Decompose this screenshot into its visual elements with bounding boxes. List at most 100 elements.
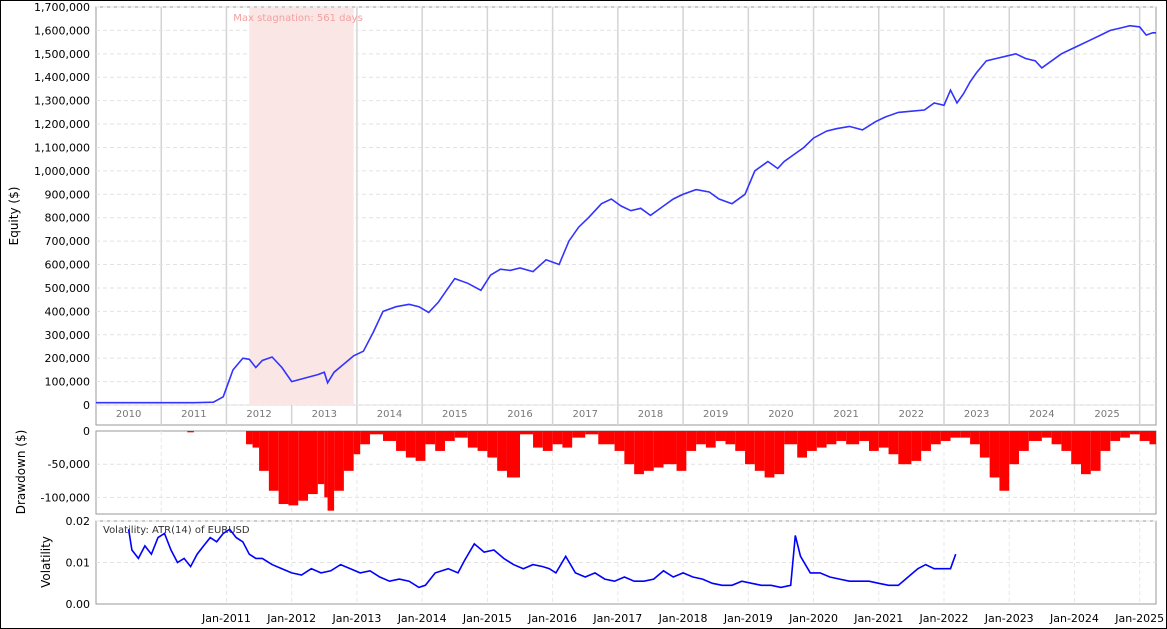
drawdown-bar	[1028, 431, 1042, 441]
equity-y-tick-label: 1,300,000	[34, 95, 90, 108]
drawdown-bar	[859, 431, 869, 441]
drawdown-bar	[930, 431, 941, 445]
drawdown-bar	[836, 431, 847, 441]
drawdown-bar	[454, 431, 468, 438]
drawdown-bar	[308, 431, 318, 495]
drawdown-y-tick-label: 0	[83, 425, 90, 438]
drawdown-bar	[360, 431, 370, 445]
volatility-y-ticks: 0.00 0.01 0.02	[66, 515, 91, 611]
year-label: 2022	[899, 409, 924, 420]
equity-y-tick-label: 800,000	[45, 212, 91, 225]
x-tick-label: Jan-2023	[984, 612, 1034, 625]
drawdown-bar	[598, 431, 615, 445]
drawdown-bar	[259, 431, 269, 471]
drawdown-bar	[1041, 431, 1052, 438]
drawdown-bar	[676, 431, 687, 471]
drawdown-bar	[1100, 431, 1111, 451]
max-stagnation-band	[249, 8, 354, 405]
year-label: 2011	[181, 409, 206, 420]
drawdown-bar	[725, 431, 736, 445]
drawdown-bar	[797, 431, 808, 458]
drawdown-bar	[327, 431, 335, 511]
year-label: 2025	[1094, 409, 1119, 420]
drawdown-bar	[278, 431, 289, 505]
drawdown-bar	[888, 431, 899, 455]
year-label: 2012	[246, 409, 271, 420]
drawdown-y-tick-label: -50,000	[48, 458, 90, 471]
drawdown-bar	[979, 431, 990, 458]
x-tick-label: Jan-2020	[788, 612, 838, 625]
drawdown-bar	[1019, 431, 1029, 451]
drawdown-bar	[435, 431, 445, 451]
equity-y-tick-label: 500,000	[45, 282, 91, 295]
drawdown-bar	[187, 431, 194, 433]
drawdown-bar	[1120, 431, 1130, 438]
volatility-y-tick-label: 0.02	[66, 515, 91, 528]
equity-y-tick-label: 1,200,000	[34, 118, 90, 131]
drawdown-bar	[520, 431, 534, 435]
volatility-line	[127, 528, 957, 589]
equity-y-tick-label: 600,000	[45, 259, 91, 272]
drawdown-bar	[1071, 431, 1081, 465]
drawdown-bar	[614, 431, 625, 451]
drawdown-bar	[497, 431, 507, 471]
drawdown-bar	[868, 431, 879, 451]
year-label: 2016	[507, 409, 532, 420]
drawdown-bar	[334, 431, 344, 491]
drawdown-bar	[542, 431, 553, 451]
drawdown-bar	[999, 431, 1010, 491]
year-label: 2015	[442, 409, 467, 420]
x-tick-label: Jan-2025	[1114, 612, 1164, 625]
drawdown-bar	[826, 431, 837, 445]
drawdown-y-ticks: 0 -50,000 -100,000	[41, 425, 90, 504]
drawdown-y-axis-title: Drawdown ($)	[14, 430, 28, 515]
drawdown-bar	[715, 431, 726, 441]
x-tick-label: Jan-2013	[331, 612, 381, 625]
drawdown-y-tick-label: -100,000	[41, 491, 90, 504]
year-label: 2013	[312, 409, 337, 420]
drawdown-bar	[663, 431, 677, 465]
equity-y-tick-label: 300,000	[45, 329, 91, 342]
drawdown-bar	[1090, 431, 1101, 471]
equity-y-tick-label: 200,000	[45, 352, 91, 365]
max-stagnation-label: Max stagnation: 561 days	[233, 13, 362, 24]
equity-y-tick-label: 900,000	[45, 188, 91, 201]
drawdown-bar	[552, 431, 563, 445]
x-tick-label: Jan-2018	[658, 612, 708, 625]
drawdown-bar	[735, 431, 746, 451]
x-tick-label: Jan-2017	[592, 612, 642, 625]
year-label: 2023	[964, 409, 989, 420]
drawdown-bar	[764, 431, 775, 478]
volatility-y-tick-label: 0.01	[66, 557, 91, 570]
drawdown-bar	[1139, 431, 1150, 441]
drawdown-bar	[1129, 431, 1140, 435]
drawdown-bar	[252, 431, 260, 448]
drawdown-bar	[898, 431, 912, 465]
equity-y-tick-label: 100,000	[45, 376, 91, 389]
drawdown-bar	[487, 431, 498, 458]
drawdown-bar	[1009, 431, 1020, 465]
x-tick-label: Jan-2021	[853, 612, 903, 625]
drawdown-bar	[585, 431, 599, 435]
year-label: 2017	[573, 409, 598, 420]
x-tick-label: Jan-2024	[1049, 612, 1099, 625]
drawdown-bar	[653, 431, 664, 468]
drawdown-bar	[506, 431, 520, 478]
volatility-plot-area	[95, 520, 1157, 605]
drawdown-bar	[444, 431, 455, 441]
equity-y-axis-title: Equity ($)	[7, 187, 21, 246]
equity-y-tick-label: 700,000	[45, 235, 91, 248]
drawdown-bar	[369, 431, 384, 435]
drawdown-bar	[921, 431, 931, 451]
drawdown-bar	[324, 431, 328, 498]
drawdown-bar	[268, 431, 279, 491]
x-tick-label: Jan-2012	[266, 612, 316, 625]
drawdown-bar	[415, 431, 426, 461]
drawdown-bar	[807, 431, 817, 451]
drawdown-bar	[960, 431, 971, 438]
year-label: 2019	[703, 409, 728, 420]
drawdown-bar	[1149, 431, 1156, 445]
drawdown-bar	[467, 431, 478, 448]
drawdown-bar	[343, 431, 354, 471]
drawdown-bar	[477, 431, 488, 451]
